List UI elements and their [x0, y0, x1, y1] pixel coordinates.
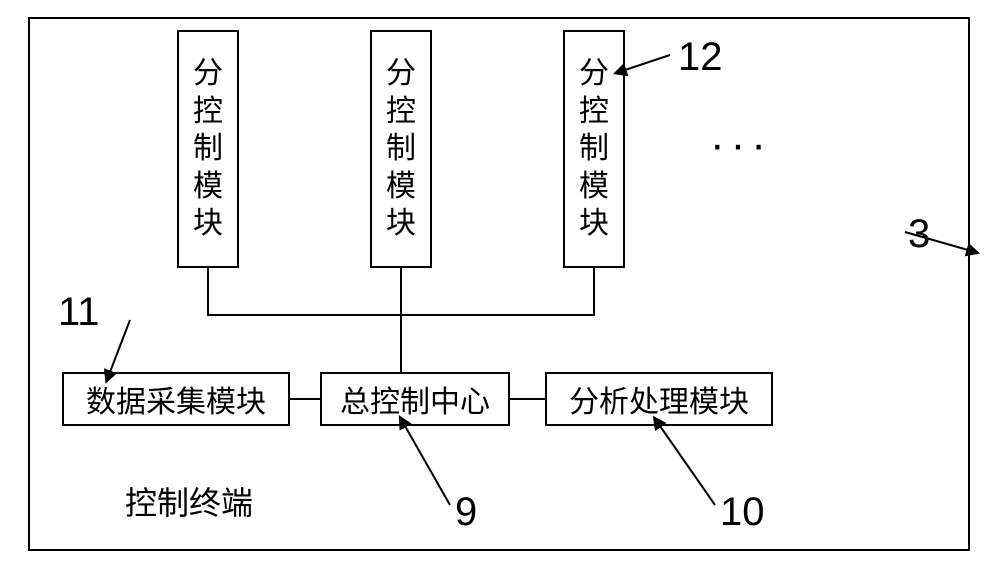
callout-label-12: 12 [678, 35, 723, 80]
callout-label-11: 11 [58, 290, 100, 335]
leader-11 [110, 320, 130, 372]
callout-label-3: 3 [908, 212, 930, 257]
leader-lines-svg [0, 0, 1000, 569]
leader-12 [625, 55, 670, 70]
leader-10 [660, 426, 715, 505]
diagram-canvas: 分控制模块 分控制模块 分控制模块 ··· 数据采集模块 总控制中心 分析处理模… [0, 0, 1000, 569]
callout-label-10: 10 [720, 490, 765, 535]
callout-label-9: 9 [455, 490, 477, 535]
leader-9 [405, 426, 450, 505]
